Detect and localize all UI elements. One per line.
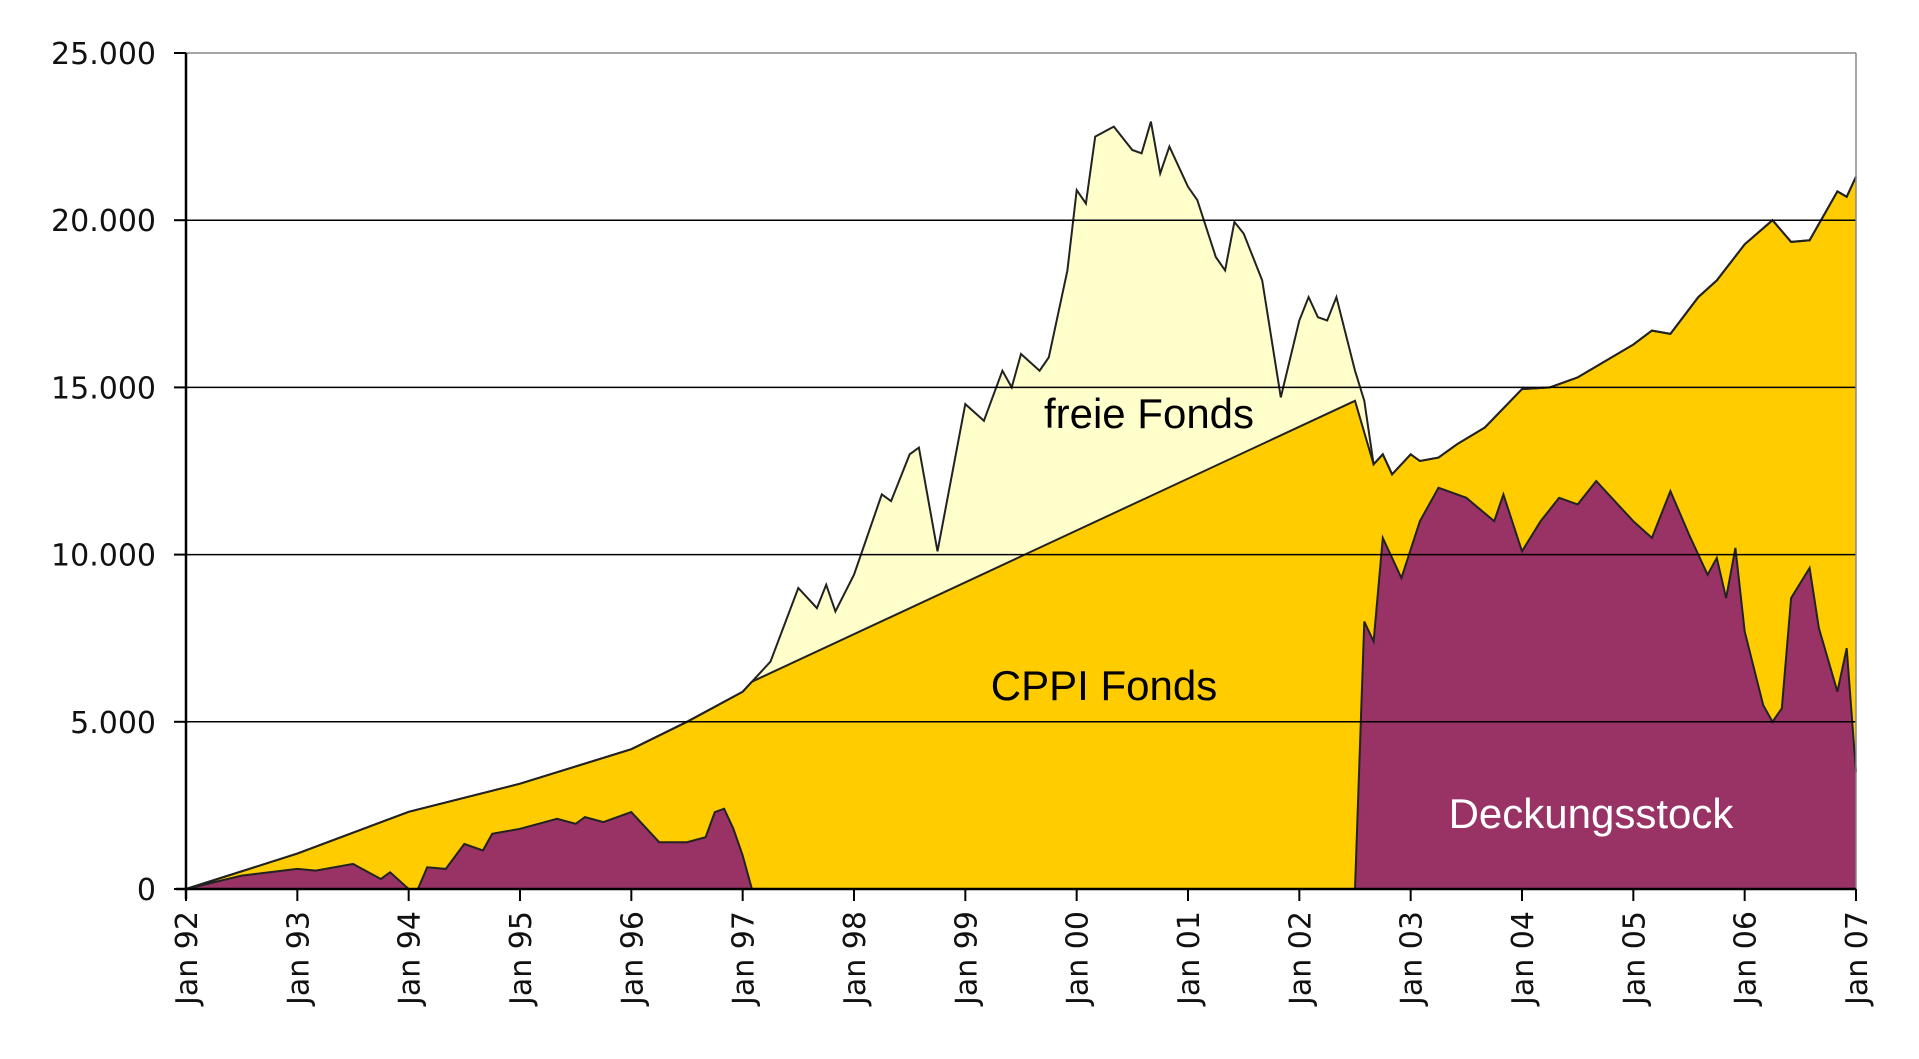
x-tick-label: Jan 97 — [727, 911, 762, 1007]
x-tick-label: Jan 96 — [615, 911, 650, 1007]
gridlines — [186, 52, 1856, 723]
x-tick-label: Jan 06 — [1729, 911, 1764, 1007]
line-deckungsstock — [185, 479, 1857, 890]
line-cppi-fonds — [185, 176, 1857, 890]
y-tick-label: 10.000 — [51, 539, 156, 574]
x-tick-label: Jan 94 — [393, 911, 428, 1007]
y-tick-label: 5.000 — [70, 706, 156, 741]
x-tick-label: Jan 00 — [1061, 911, 1096, 1007]
x-tick-label: Jan 98 — [838, 911, 873, 1007]
y-tick-label: 15.000 — [51, 371, 156, 406]
plot-areas — [185, 121, 1857, 890]
x-tick-label: Jan 07 — [1840, 911, 1875, 1007]
x-tick-label: Jan 02 — [1283, 911, 1318, 1007]
area-deckungsstock — [186, 481, 1856, 889]
annotation-deckungsstock: Deckungsstock — [1449, 790, 1735, 837]
x-tick-label: Jan 93 — [281, 911, 316, 1007]
x-tick-label: Jan 95 — [504, 911, 539, 1007]
y-tick-label: 20.000 — [51, 204, 156, 239]
annotation-cppi-fonds: CPPI Fonds — [991, 662, 1217, 709]
x-tick-label: Jan 04 — [1506, 911, 1541, 1007]
x-tick-label: Jan 99 — [949, 911, 984, 1007]
x-tick-label: Jan 03 — [1395, 911, 1430, 1007]
x-tick-label: Jan 92 — [170, 911, 205, 1007]
x-tick-label: Jan 01 — [1172, 911, 1207, 1007]
axes: 0 5.000 10.000 15.000 20.000 25.000 Jan 92 Jan … — [51, 37, 1875, 1007]
annotation-freie-fonds: freie Fonds — [1044, 390, 1254, 437]
y-tick-label: 0 — [137, 873, 156, 908]
x-tick-label: Jan 05 — [1617, 911, 1652, 1007]
y-tick-label: 25.000 — [51, 37, 156, 72]
